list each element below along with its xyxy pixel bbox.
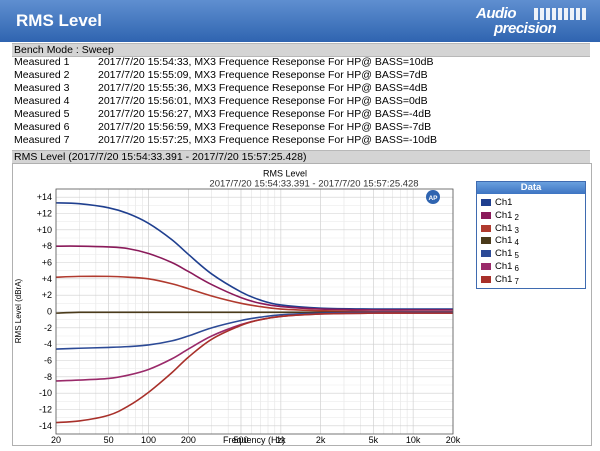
- y-tick-label: +8: [42, 241, 52, 251]
- x-tick-label: 1k: [276, 435, 286, 445]
- y-tick-label: +6: [42, 258, 52, 268]
- x-tick-label: 20k: [446, 435, 461, 445]
- legend-label: Ch1: [495, 248, 513, 260]
- chart-section-header: RMS Level (2017/7/20 15:54:33.391 - 2017…: [12, 150, 590, 164]
- series-line-7: [55, 312, 453, 424]
- legend-label: Ch1: [495, 235, 513, 247]
- series-line-5: [55, 311, 453, 350]
- logo-text-audio: Audio: [476, 5, 517, 22]
- logo-text-precision: precision: [494, 20, 557, 37]
- x-tick-label: 500: [233, 435, 248, 445]
- x-tick-label: 50: [104, 435, 114, 445]
- svg-text:AP: AP: [428, 195, 438, 202]
- x-tick-label: 5k: [369, 435, 379, 445]
- series-lines: [55, 202, 453, 424]
- legend-item[interactable]: Ch1 6: [481, 261, 519, 273]
- x-axis-label: Frequency (Hz): [223, 435, 285, 445]
- window-title: RMS Level: [16, 11, 102, 30]
- measurement-description: 2017/7/20 15:56:27, MX3 Frequence Resepo…: [98, 108, 432, 120]
- y-tick-label: -14: [39, 421, 52, 431]
- y-tick-label: +4: [42, 274, 52, 284]
- legend-label-index: 3: [514, 225, 519, 235]
- y-tick-label: +10: [37, 225, 52, 235]
- x-tick-label: 20: [51, 435, 61, 445]
- measurement-description: 2017/7/20 15:56:01, MX3 Frequence Resepo…: [98, 95, 428, 107]
- measurement-description: 2017/7/20 15:54:33, MX3 Frequence Resepo…: [98, 56, 434, 68]
- y-tick-label: -10: [39, 388, 52, 398]
- legend-label-index: 5: [514, 251, 519, 261]
- y-tick-label: -6: [44, 356, 52, 366]
- audio-precision-logo: Audio precision: [472, 5, 590, 38]
- legend-label-index: 2: [514, 212, 519, 222]
- legend-swatch: [481, 275, 491, 283]
- y-tick-label: +12: [37, 209, 52, 219]
- legend-swatch: [481, 250, 491, 258]
- measurement-label: Measured 7: [14, 134, 70, 146]
- x-tick-label: 10k: [406, 435, 421, 445]
- y-tick-label: -4: [44, 339, 52, 349]
- y-tick-label: +14: [37, 192, 52, 202]
- measurement-label: Measured 3: [14, 82, 70, 94]
- logo-bars-icon: [534, 8, 586, 20]
- legend-item[interactable]: Ch1 4: [481, 235, 519, 247]
- x-tick-label: 2k: [316, 435, 326, 445]
- legend-label: Ch1: [495, 261, 513, 272]
- series-line-1: [55, 202, 453, 310]
- measurement-label: Measured 4: [14, 95, 70, 107]
- legend-item[interactable]: Ch1 7: [481, 274, 519, 286]
- measurement-description: 2017/7/20 15:57:25, MX3 Frequence Resepo…: [98, 134, 437, 146]
- legend-item[interactable]: Ch1: [481, 197, 514, 209]
- ap-badge-icon: AP: [426, 190, 440, 204]
- measurement-label: Measured 2: [14, 69, 70, 81]
- x-ticks: 20 50 100 200 500 1k 2k 5k 10k 20k: [51, 189, 461, 445]
- legend-label-index: 7: [514, 276, 519, 286]
- title-bar: RMS Level Audio precision: [0, 0, 600, 42]
- legend-item[interactable]: Ch1 5: [481, 248, 519, 260]
- legend-item[interactable]: Ch1 2: [481, 210, 519, 222]
- legend-label-index: 4: [514, 238, 519, 248]
- series-line-2: [55, 245, 453, 311]
- y-ticks: +14 +12 +10 +8 +6 +4 +2 0 -2 -4 -6 -8 -10 -12 -14: [37, 192, 52, 431]
- rms-level-chart: RMS Level 2017/7/20 15:54:33.391 - 2017/…: [14, 168, 461, 445]
- y-tick-label: -2: [44, 323, 52, 333]
- legend-swatch: [481, 211, 491, 219]
- legend-label: Ch1: [495, 222, 513, 234]
- y-tick-label: +2: [42, 290, 52, 300]
- measurement-description: 2017/7/20 15:55:09, MX3 Frequence Resepo…: [98, 69, 428, 81]
- legend-label-index: 6: [514, 264, 519, 273]
- legend-swatch: [481, 224, 491, 232]
- measurement-label: Measured 6: [14, 121, 70, 133]
- plot-area-border: [55, 188, 454, 435]
- x-tick-label: 100: [141, 435, 156, 445]
- legend-swatch: [481, 262, 491, 270]
- y-tick-label: -8: [44, 372, 52, 382]
- measurement-label: Measured 5: [14, 108, 70, 120]
- legend-title: Data: [477, 182, 585, 194]
- measurement-description: 2017/7/20 15:56:59, MX3 Frequence Resepo…: [98, 121, 432, 133]
- y-tick-label: -12: [39, 405, 52, 415]
- chart-title: RMS Level: [263, 168, 307, 178]
- legend-label: Ch1: [495, 273, 513, 285]
- measurement-description: 2017/7/20 15:55:36, MX3 Frequence Resepo…: [98, 82, 428, 94]
- legend-label: Ch1: [495, 197, 513, 208]
- measurement-label: Measured 1: [14, 56, 70, 68]
- y-axis-label: RMS Level (dBrA): [14, 278, 23, 343]
- legend-swatch: [481, 237, 491, 245]
- legend-item[interactable]: Ch1 3: [481, 223, 519, 235]
- legend-swatch: [481, 198, 491, 206]
- series-line-3: [55, 275, 453, 313]
- y-tick-label: 0: [47, 307, 52, 317]
- legend-panel: Data Ch1 Ch1 2 Ch1 3 Ch1 4 Ch1 5 Ch1 6 Ch1 7: [476, 181, 586, 289]
- chart-subtitle: 2017/7/20 15:54:33.391 - 2017/7/20 15:57…: [209, 178, 418, 189]
- legend-label: Ch1: [495, 209, 513, 221]
- bench-mode-header: Bench Mode : Sweep: [12, 43, 590, 57]
- x-tick-label: 200: [181, 435, 196, 445]
